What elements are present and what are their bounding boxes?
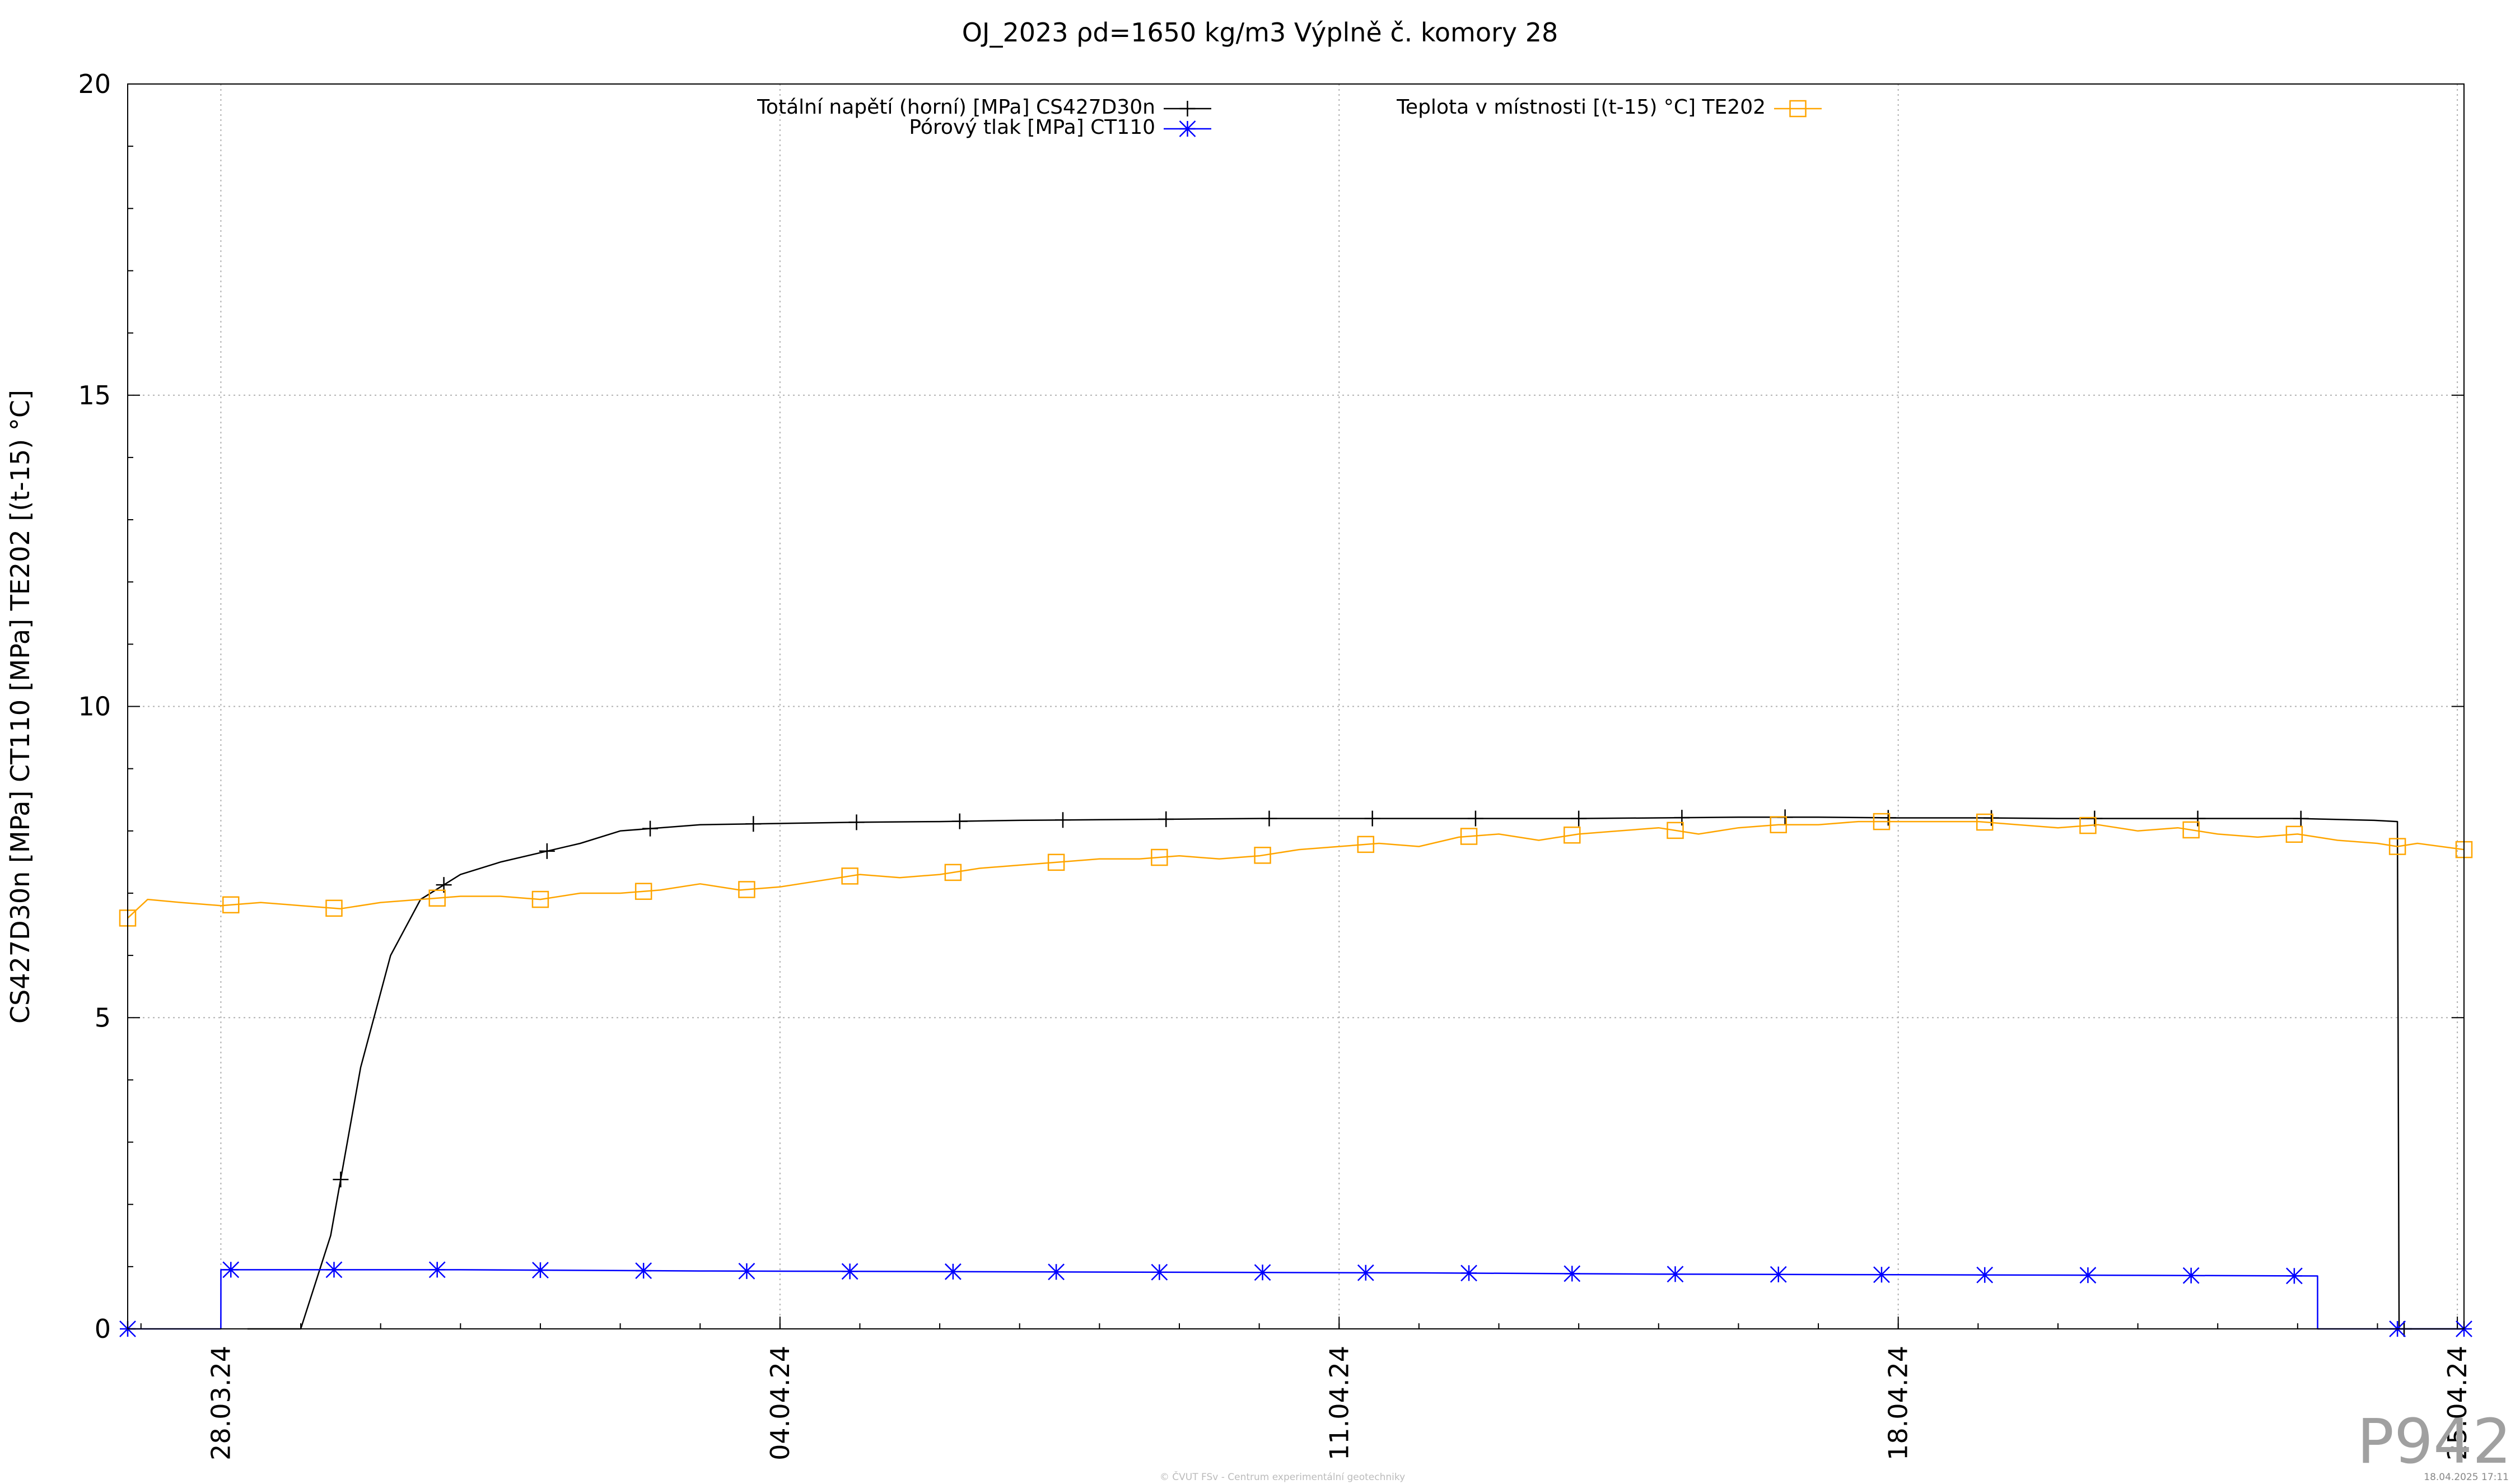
star-marker (841, 1263, 858, 1280)
star-marker (2182, 1267, 2200, 1284)
plus-marker (1158, 811, 1174, 827)
star-marker (1357, 1264, 1374, 1281)
square-marker (325, 899, 343, 917)
series-line (247, 816, 2464, 1330)
star-marker (1048, 1263, 1065, 1281)
square-marker (1564, 826, 1581, 844)
square-marker (1047, 853, 1065, 871)
square-marker (1976, 813, 1994, 831)
star-marker (222, 1261, 240, 1278)
grid (128, 84, 2464, 1329)
footer-copyright: © ČVUT FSv - Centrum experimentální geot… (1160, 1471, 1405, 1483)
star-marker (1564, 1265, 1581, 1282)
square-marker (2182, 821, 2200, 839)
plus-marker (1179, 101, 1196, 116)
star-marker (1460, 1264, 1477, 1282)
x-axis-ticks: 28.03.24 04.04.24 11.04.24 18.04.24 25.04.24 (140, 1317, 2472, 1460)
star-marker (1770, 1266, 1787, 1283)
square-marker (841, 867, 858, 885)
x-tick-label: 11.04.24 (1324, 1346, 1354, 1460)
plus-marker (642, 820, 659, 837)
star-marker (1976, 1266, 1994, 1284)
star-marker (1667, 1266, 1684, 1283)
legend: Totální napětí (horní) [MPa] CS427D30nPó… (757, 96, 1822, 139)
square-marker (531, 890, 549, 908)
y-tick-label: 15 (78, 380, 111, 410)
y-tick-label: 10 (78, 692, 111, 722)
series-group (119, 809, 2473, 1337)
y-tick-label: 5 (95, 1002, 111, 1033)
plus-marker (2087, 810, 2103, 827)
plus-marker (1054, 812, 1071, 828)
square-marker (1873, 813, 1891, 830)
plus-marker (2293, 810, 2309, 827)
x-tick-label: 28.03.24 (206, 1346, 236, 1460)
square-marker (2388, 838, 2406, 855)
y-axis-label: CS427D30n [MPa] CT110 [MPa] TE202 [(t-15… (5, 390, 35, 1024)
star-marker (2286, 1267, 2303, 1285)
square-marker (428, 889, 446, 907)
square-marker (1770, 816, 1787, 833)
legend-label: Teplota v místnosti [(t-15) °C] TE202 (1396, 96, 1766, 119)
y-axis-ticks: 0 5 10 15 20 (78, 69, 2464, 1344)
square-marker (1789, 100, 1807, 118)
plus-marker (333, 1172, 349, 1188)
star-marker (2079, 1267, 2097, 1284)
x-tick-label: 18.04.24 (1883, 1346, 1914, 1460)
square-marker (1460, 828, 1478, 845)
square-marker (944, 864, 962, 881)
square-marker (1254, 847, 1271, 864)
plus-marker (1467, 810, 1483, 827)
square-marker (1151, 848, 1168, 866)
plus-marker (1571, 810, 1587, 827)
legend-label: Totální napětí (horní) [MPa] CS427D30n (757, 96, 1155, 119)
series-2 (119, 1261, 2472, 1337)
star-marker (635, 1262, 652, 1279)
y-tick-label: 0 (95, 1314, 111, 1344)
plot-code: P942 (2357, 1406, 2512, 1477)
star-marker (532, 1262, 549, 1279)
plus-marker (951, 813, 968, 829)
chart-title: OJ_2023 ρd=1650 kg/m3 Výplně č. komory 2… (962, 17, 1558, 48)
series-3 (119, 813, 2473, 927)
square-marker (1667, 822, 1684, 839)
star-marker (944, 1263, 962, 1280)
plus-marker (539, 843, 555, 859)
plus-marker (1364, 810, 1380, 827)
legend-label: Pórový tlak [MPa] CT110 (909, 116, 1155, 139)
footer-timestamp: 18.04.2025 17:11 (2424, 1472, 2509, 1483)
square-marker (738, 881, 755, 898)
plot-frame (127, 83, 2465, 1329)
square-marker (2285, 825, 2303, 843)
star-marker (738, 1262, 755, 1280)
plus-marker (1261, 810, 1277, 827)
star-marker (428, 1261, 446, 1278)
x-tick-label: 25.04.24 (2442, 1346, 2472, 1460)
y-tick-label: 20 (78, 69, 111, 99)
star-marker (1151, 1263, 1168, 1281)
star-marker (1179, 120, 1196, 137)
square-marker (634, 883, 652, 900)
plus-marker (848, 814, 865, 830)
square-marker (1357, 836, 1375, 853)
plus-marker (1880, 810, 1896, 826)
square-marker (222, 896, 240, 914)
square-marker (2079, 816, 2097, 834)
star-marker (1254, 1264, 1271, 1281)
plus-marker (745, 816, 762, 832)
star-marker (325, 1261, 343, 1278)
star-marker (1873, 1266, 1890, 1284)
series-line (127, 820, 2465, 919)
plus-marker (2190, 810, 2206, 827)
x-tick-label: 04.04.24 (765, 1346, 795, 1460)
